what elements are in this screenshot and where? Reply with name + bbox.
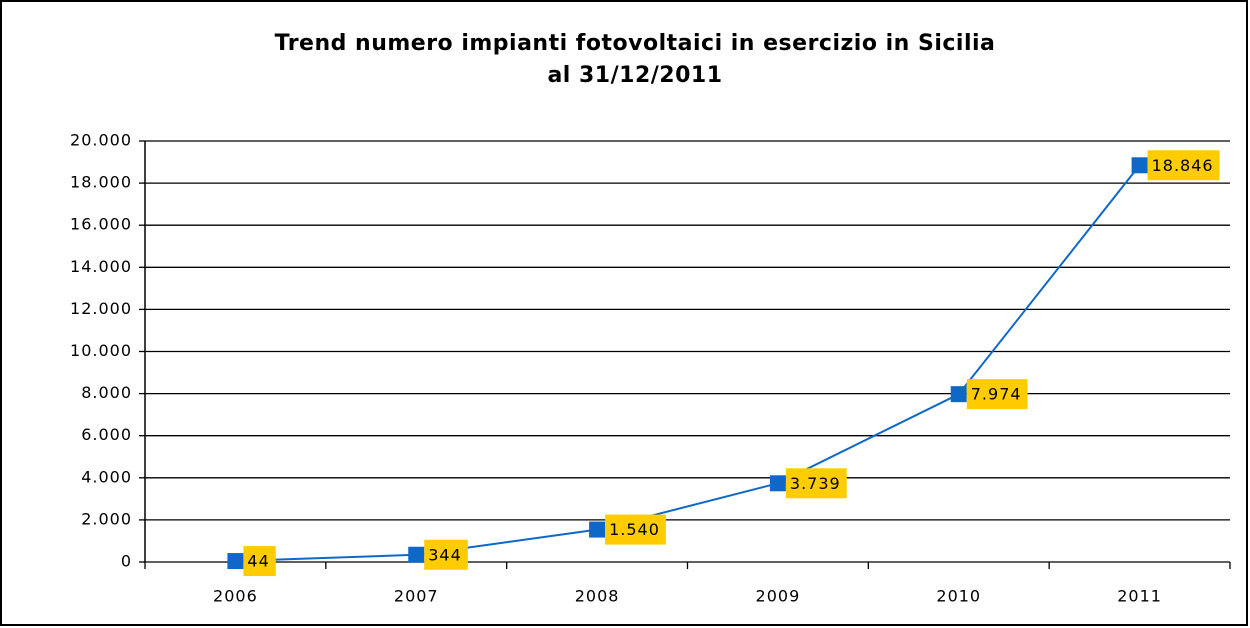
data-marker xyxy=(408,546,425,563)
data-marker xyxy=(589,521,606,538)
data-label: 1.540 xyxy=(609,520,660,539)
y-tick-label: 10.000 xyxy=(70,341,132,360)
chart-title: Trend numero impianti fotovoltaici in es… xyxy=(275,31,996,56)
y-tick-label: 2.000 xyxy=(81,509,132,528)
data-label-background xyxy=(785,468,847,499)
data-label-background xyxy=(966,379,1028,410)
data-line xyxy=(235,164,1141,563)
data-label: 18.846 xyxy=(1152,156,1214,175)
y-tick-label: 0 xyxy=(121,552,132,571)
data-label-background xyxy=(1147,150,1220,181)
data-marker xyxy=(950,386,967,403)
x-tick-label: 2009 xyxy=(756,587,801,606)
x-tick-label: 2008 xyxy=(575,587,620,606)
data-label-background xyxy=(424,539,468,570)
y-tick-label: 4.000 xyxy=(81,467,132,486)
x-tick-label: 2007 xyxy=(394,587,439,606)
data-label: 44 xyxy=(247,552,269,571)
data-label-background xyxy=(243,546,276,577)
x-tick-label: 2006 xyxy=(213,587,258,606)
data-label: 7.974 xyxy=(971,385,1022,404)
y-tick-label: 8.000 xyxy=(81,383,132,402)
data-label-background xyxy=(605,514,666,545)
x-tick-label: 2010 xyxy=(936,587,981,606)
data-label: 344 xyxy=(428,545,462,564)
data-marker xyxy=(769,475,786,492)
data-label: 3.739 xyxy=(790,474,841,493)
y-tick-label: 18.000 xyxy=(70,173,132,192)
y-tick-label: 6.000 xyxy=(81,425,132,444)
data-marker xyxy=(227,553,244,570)
x-tick-label: 2011 xyxy=(1117,587,1162,606)
y-tick-label: 12.000 xyxy=(70,299,132,318)
y-tick-label: 16.000 xyxy=(70,215,132,234)
y-tick-label: 14.000 xyxy=(70,257,132,276)
chart-title: al 31/12/2011 xyxy=(547,63,722,88)
y-tick-label: 20.000 xyxy=(70,131,132,150)
data-marker xyxy=(1131,157,1148,174)
